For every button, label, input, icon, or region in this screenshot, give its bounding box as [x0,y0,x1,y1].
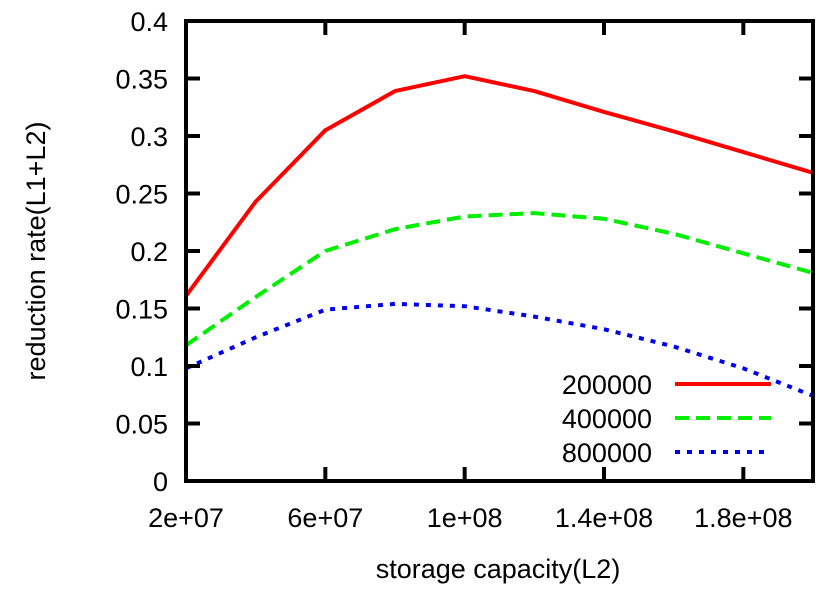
series-line-200000 [184,74,814,298]
y-axis-title: reduction rate(L1+L2) [21,122,51,381]
series-line-400000 [184,211,814,347]
y-tick-label: 0.05 [115,410,168,440]
x-tick-label: 1.4e+08 [555,503,653,533]
y-tick-label: 0.4 [130,7,168,37]
y-tick-label: 0.1 [130,352,168,382]
legend-label-800000: 800000 [562,438,652,468]
axes-layer: 0 0.05 0.1 0.15 0.2 0.25 0.3 0.35 0.4 2e+07 6e+07 1… [115,7,815,533]
y-tick-label: 0.35 [115,65,168,95]
y-tick-label: 0.2 [130,237,168,267]
x-tick-label: 1.8e+08 [694,503,792,533]
y-tick-label: 0 [153,467,168,497]
x-tick-label: 1e+08 [427,503,503,533]
legend-label-400000: 400000 [562,404,652,434]
plot-frame [184,19,815,483]
x-axis-title: storage capacity(L2) [376,554,621,584]
y-tick-label: 0.3 [130,122,168,152]
y-tick-label: 0.15 [115,295,168,325]
x-tick-label: 6e+07 [287,503,363,533]
series-line-800000 [185,301,814,398]
legend: 200000 400000 800000 [562,370,771,468]
legend-label-200000: 200000 [562,370,652,400]
series-layer [184,74,814,398]
y-tick-label: 0.25 [115,180,168,210]
x-tick-label: 2e+07 [148,503,224,533]
